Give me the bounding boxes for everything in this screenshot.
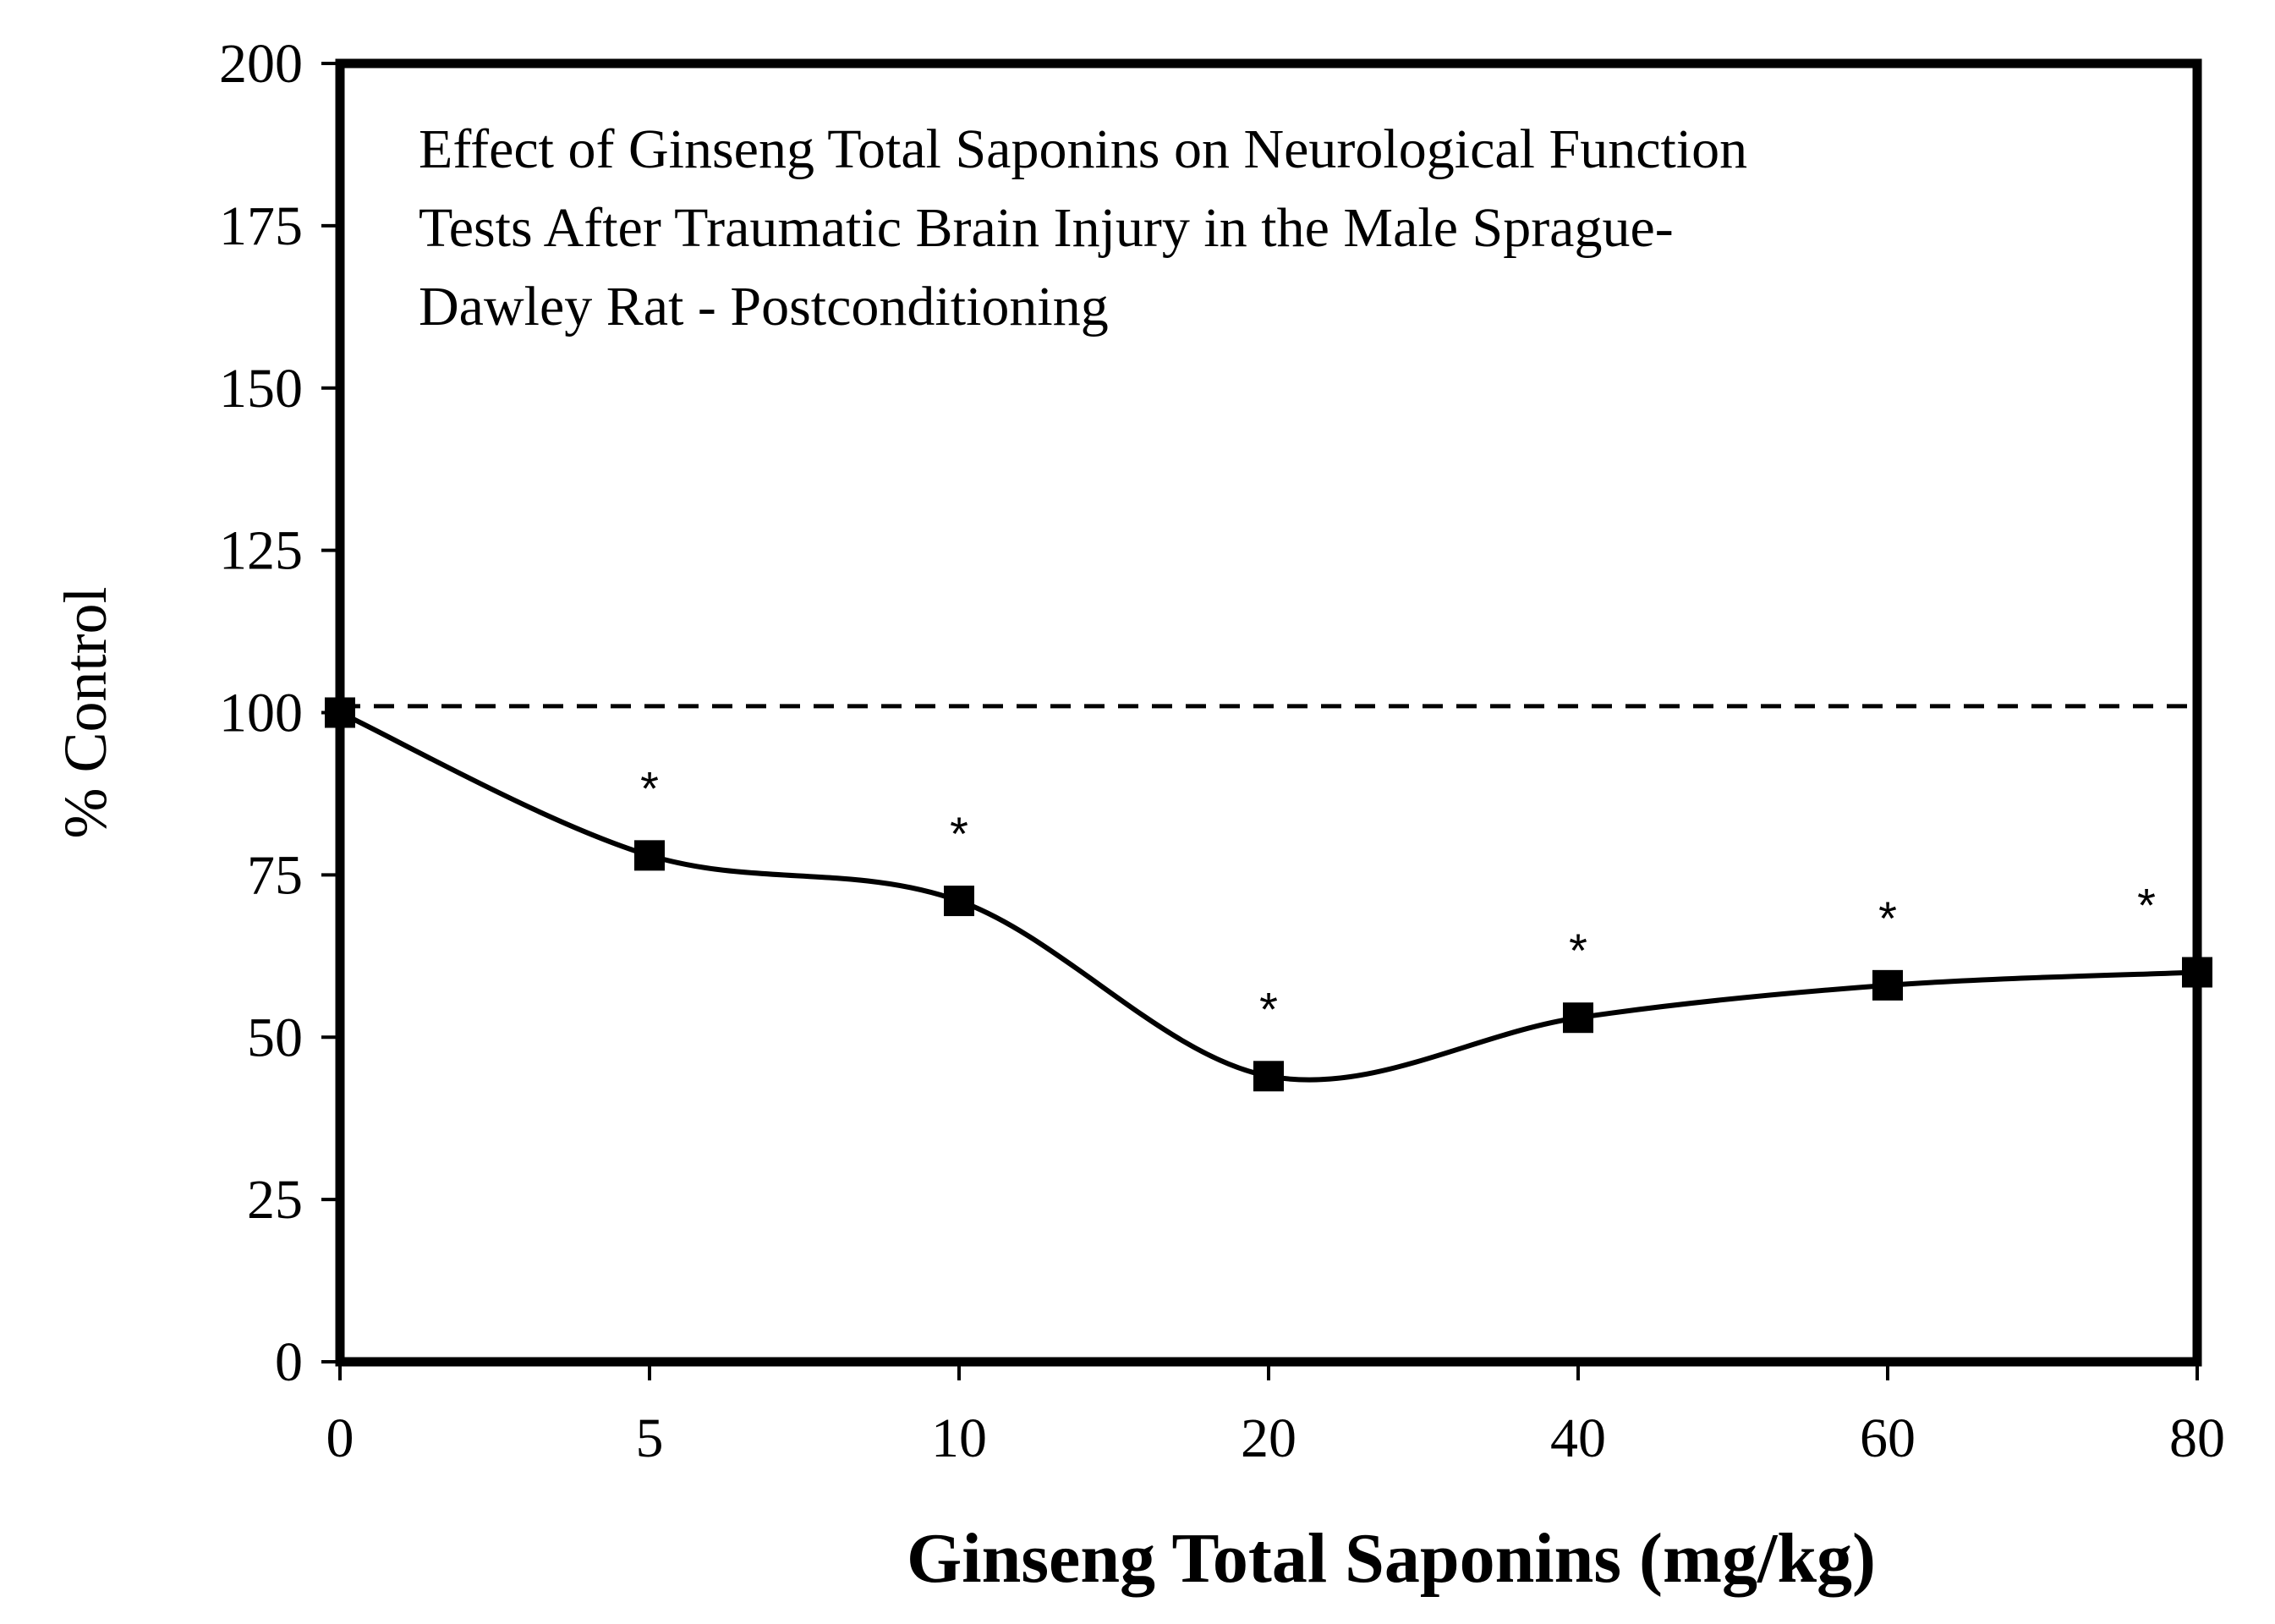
significance-marker: * bbox=[640, 761, 659, 815]
significance-marker: * bbox=[1878, 892, 1897, 945]
data-point bbox=[634, 840, 665, 871]
y-tick-label: 50 bbox=[247, 1007, 303, 1068]
y-tick-label: 100 bbox=[219, 683, 303, 744]
significance-marker: * bbox=[1569, 924, 1587, 977]
y-tick-label: 125 bbox=[219, 520, 303, 582]
x-tick-label: 0 bbox=[326, 1407, 354, 1469]
y-tick-label: 75 bbox=[247, 844, 303, 906]
x-tick-label: 5 bbox=[636, 1407, 664, 1469]
significance-marker: * bbox=[2137, 879, 2156, 932]
significance-marker: * bbox=[1259, 982, 1278, 1035]
data-point bbox=[1563, 1002, 1593, 1034]
y-tick-label: 25 bbox=[247, 1169, 303, 1231]
y-axis-label: % Control bbox=[52, 587, 119, 839]
y-tick-label: 150 bbox=[219, 358, 303, 420]
data-point bbox=[325, 697, 355, 728]
data-point bbox=[1872, 969, 1903, 1001]
significance-marker: * bbox=[950, 807, 968, 860]
data-point bbox=[944, 886, 974, 917]
y-tick-label: 175 bbox=[219, 195, 303, 257]
data-point bbox=[2182, 957, 2212, 988]
series-group: * * * * * * bbox=[325, 697, 2212, 1092]
x-tick-label: 60 bbox=[1860, 1407, 1916, 1469]
x-tick-label: 20 bbox=[1241, 1407, 1296, 1469]
data-point bbox=[1253, 1061, 1284, 1092]
x-tick-label: 80 bbox=[2169, 1407, 2225, 1469]
x-tick-label: 10 bbox=[931, 1407, 987, 1469]
chart-title-line-2: Tests After Traumatic Brain Injury in th… bbox=[419, 197, 1674, 259]
y-tick-label: 0 bbox=[275, 1331, 303, 1393]
chart-title-line-1: Effect of Ginseng Total Saponins on Neur… bbox=[419, 118, 1747, 180]
x-tick-label: 40 bbox=[1550, 1407, 1606, 1469]
chart-title-line-3: Dawley Rat - Postconditioning bbox=[419, 276, 1109, 337]
x-axis-label: Ginseng Total Saponins (mg/kg) bbox=[907, 1519, 1876, 1598]
y-tick-label: 200 bbox=[219, 33, 303, 95]
labels-group: Effect of Ginseng Total Saponins on Neur… bbox=[52, 118, 1876, 1598]
axes-group: 0 25 50 75 100 125 150 175 200 0 5 10 20 40 60 80 bbox=[219, 33, 2225, 1469]
